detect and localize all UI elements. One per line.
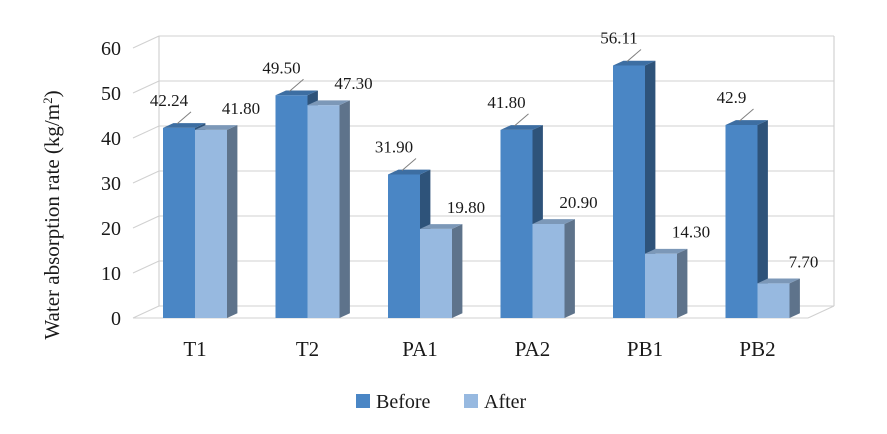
bar-front [532,223,565,318]
data-label: 7.70 [789,252,819,271]
bar-front [645,253,677,318]
bar-top [195,125,238,130]
data-label: 49.50 [262,58,300,77]
y-tick-label: 20 [101,218,121,240]
bar-front [163,127,195,318]
y-axis-title-superscript: 2 [40,97,55,104]
data-label: 47.30 [334,74,372,93]
gridline-side [132,170,160,184]
data-label: 31.90 [375,137,413,156]
legend: Before After [356,391,527,413]
data-label: 41.80 [222,99,260,118]
bar-after-pa2 [532,219,575,318]
bar-front [725,124,758,318]
bar-side [564,219,575,318]
legend-swatch-after [464,394,478,408]
data-label-leader [514,113,529,127]
y-axis: 0 10 20 30 40 50 60 [101,38,121,330]
legend-label-after: After [484,391,527,413]
bar-front [307,105,340,319]
gridline-side [132,35,160,49]
bar-front [613,65,645,318]
bars [163,60,800,319]
bar-top [725,120,768,125]
data-label-leader [401,158,417,171]
bar-side [789,278,800,318]
data-label: 42.24 [150,91,189,110]
bar-side [757,120,768,319]
x-tick-label: PA2 [515,337,550,361]
data-label-leader [626,49,642,62]
data-label: 14.30 [672,223,710,242]
bar-after-pb1 [645,248,688,318]
bar-front [275,95,308,318]
gridline-side [132,305,160,319]
bar-side [677,248,688,318]
category-labels: T1 T2 PA1 PA2 PB1 PB2 [183,337,775,361]
data-label: 56.11 [600,29,638,48]
data-label-leader [176,111,192,125]
x-tick-label: PB2 [739,337,775,361]
y-tick-label: 50 [101,83,121,105]
bar-top [645,248,688,254]
bar-top [420,224,463,229]
gridline-side [132,260,160,274]
bar-top [613,60,656,66]
bar-before-pb2 [725,120,768,319]
bar-top [275,90,318,96]
gridline-side [132,125,160,139]
gridline-side [132,80,160,94]
data-label: 20.90 [559,193,597,212]
data-label: 42.9 [717,88,747,107]
bar-side [452,224,463,318]
bar-top [757,278,800,284]
bar-after-pa1 [420,224,463,318]
bar-top [532,219,575,224]
bar-side [227,125,238,318]
gridline-side [132,215,160,229]
data-label-leader [289,78,304,92]
data-label: 19.80 [447,198,485,217]
bar-after-t1 [195,125,238,318]
y-tick-label: 30 [101,173,121,195]
data-label: 41.80 [487,93,525,112]
bar-front [500,129,533,318]
x-tick-label: T1 [183,337,206,361]
y-tick-label: 0 [111,308,121,330]
bar-top [500,125,543,130]
x-tick-label: PA1 [402,337,437,361]
x-tick-label: T2 [296,337,319,361]
y-tick-label: 40 [101,128,121,150]
legend-swatch-before [356,394,370,408]
bar-front [420,228,452,318]
y-tick-label: 10 [101,263,121,285]
legend-label-before: Before [376,391,431,413]
bar-side [339,100,350,318]
bar-front [388,174,420,318]
bar-after-t2 [307,100,350,319]
bar-front [195,129,227,318]
y-axis-title: Water absorption rate (kg/m2) [40,90,65,339]
bar-top [163,123,206,128]
data-label-leader [739,108,754,122]
grid [132,35,835,319]
data-labels: 42.24 41.80 49.50 47.30 31.90 19.80 41.80 20.90… [150,29,819,272]
x-tick-label: PB1 [627,337,663,361]
bar-front [757,283,790,318]
bar-after-pb2 [757,278,800,318]
bar-top [307,100,350,106]
bar-top [388,169,431,175]
floor-right-edge [807,305,835,319]
y-tick-label: 60 [101,38,121,60]
